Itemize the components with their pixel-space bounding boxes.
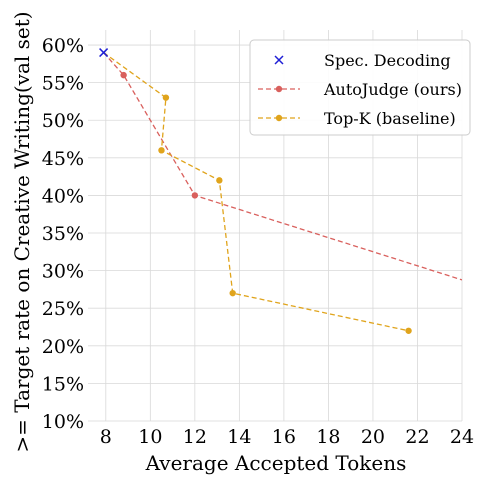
y-tick-label: 10% xyxy=(42,411,84,433)
spec-decoding-legend-marker xyxy=(274,55,284,65)
top-k-baseline-point xyxy=(162,94,170,101)
top-k-baseline-line xyxy=(103,52,409,332)
y-tick-labels: 10% 15% 20% 25% 30% 35% 40% 45% 50% 55% 60% xyxy=(42,35,84,433)
autojudge-ours-point xyxy=(120,71,127,79)
legend-box xyxy=(249,39,471,136)
y-tick-label: 15% xyxy=(42,373,84,395)
top-k-baseline-point xyxy=(216,177,223,184)
top-k-baseline-point xyxy=(158,147,165,154)
x-tick-labels: 8 10 12 14 16 18 20 22 24 xyxy=(100,426,474,448)
y-tick-label: 20% xyxy=(42,336,84,358)
y-tick-label: 50% xyxy=(42,110,84,132)
top-k-baseline-legend-marker xyxy=(275,114,283,122)
x-tick-label: 14 xyxy=(227,426,251,448)
x-tick-label: 24 xyxy=(450,426,474,448)
y-tick-label: 60% xyxy=(42,35,84,57)
spec-decoding-point xyxy=(99,48,109,58)
top-k-baseline-point xyxy=(229,289,236,297)
x-tick-label: 22 xyxy=(405,426,429,448)
spec-decoding-legend-label: Spec. Decoding xyxy=(324,51,451,70)
y-tick-label: 40% xyxy=(42,185,84,207)
x-axis-label: Average Accepted Tokens xyxy=(145,451,407,475)
legend: Spec. Decoding AutoJudge (ours) Top-K (bas… xyxy=(249,39,471,136)
y-tick-label: 45% xyxy=(42,148,84,170)
y-tick-label: 25% xyxy=(42,298,84,320)
y-axis-label: >= Target rate on Creative Writing(val s… xyxy=(10,11,34,452)
x-tick-label: 20 xyxy=(361,426,385,448)
y-tick-label: 30% xyxy=(42,261,84,283)
y-tick-label: 55% xyxy=(42,73,84,95)
series-layer xyxy=(99,48,462,334)
x-tick-label: 12 xyxy=(183,426,207,448)
autojudge-ours-point xyxy=(191,192,199,199)
top-k-baseline-legend-label: Top-K (baseline) xyxy=(324,109,456,128)
x-tick-label: 8 xyxy=(100,426,112,448)
top-k-baseline-point xyxy=(405,327,412,334)
autojudge-ours-legend-marker xyxy=(275,85,283,93)
y-tick-label: 35% xyxy=(42,223,84,245)
autojudge-ours-line xyxy=(103,52,462,281)
x-tick-label: 10 xyxy=(138,426,162,448)
x-tick-label: 16 xyxy=(272,426,296,448)
autojudge-ours-legend-label: AutoJudge (ours) xyxy=(323,80,462,99)
x-tick-label: 18 xyxy=(316,426,340,448)
